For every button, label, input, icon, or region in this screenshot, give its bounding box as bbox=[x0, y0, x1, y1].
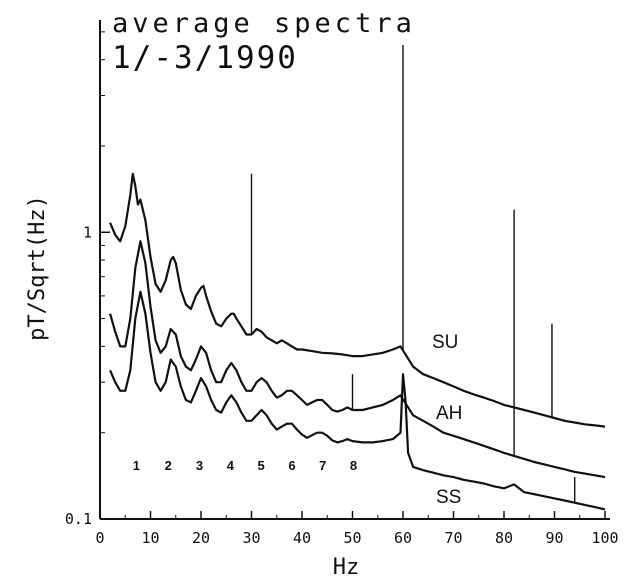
x-tick-label: 50 bbox=[343, 529, 361, 547]
ticks: 0 10 20 30 40 50 60 70 80 90 100 0.1 1 bbox=[65, 31, 619, 547]
x-tick-label: 100 bbox=[591, 529, 618, 547]
x-tick-label: 60 bbox=[394, 529, 412, 547]
x-tick-label: 80 bbox=[495, 529, 513, 547]
x-tick-label: 40 bbox=[293, 529, 311, 547]
mode-label: 7 bbox=[319, 458, 326, 473]
mode-labels: 1 2 3 4 5 6 7 8 bbox=[133, 458, 357, 473]
y-tick-label: 0.1 bbox=[65, 510, 92, 528]
series-label-ss: SS bbox=[436, 487, 461, 508]
x-axis-label: Hz bbox=[333, 555, 360, 579]
x-tick-label: 10 bbox=[141, 529, 159, 547]
mode-label: 2 bbox=[165, 458, 172, 473]
mode-label: 3 bbox=[196, 458, 203, 473]
axes bbox=[99, 20, 610, 520]
mode-label: 1 bbox=[133, 458, 140, 473]
mode-label: 5 bbox=[258, 458, 265, 473]
mode-label: 8 bbox=[350, 458, 357, 473]
series-line-su bbox=[109, 172, 606, 428]
x-tick-label: 0 bbox=[95, 529, 104, 547]
x-tick-label: 90 bbox=[545, 529, 563, 547]
mode-label: 4 bbox=[227, 458, 235, 473]
y-axis-label: pT/Sqrt(Hz) bbox=[25, 195, 50, 341]
series-group: SU AH SS bbox=[109, 44, 606, 511]
series-label-ah: AH bbox=[436, 403, 462, 424]
y-tick-label: 1 bbox=[83, 223, 92, 241]
chart-title: average spectra bbox=[112, 8, 416, 39]
chart-subtitle: 1/-3/1990 bbox=[112, 40, 298, 76]
x-tick-label: 30 bbox=[242, 529, 260, 547]
series-line-ah bbox=[109, 240, 606, 479]
series-line-ss bbox=[109, 290, 606, 511]
series-label-su: SU bbox=[432, 332, 458, 353]
x-tick-label: 70 bbox=[444, 529, 462, 547]
x-tick-label: 20 bbox=[192, 529, 210, 547]
mode-label: 6 bbox=[288, 458, 295, 473]
